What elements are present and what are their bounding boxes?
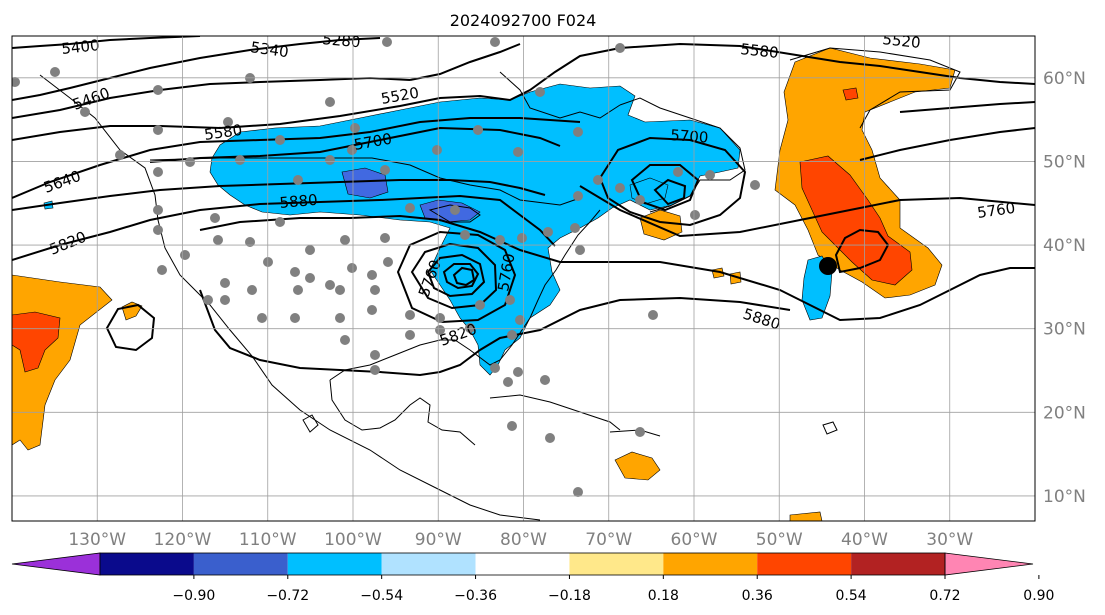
contour-5760-east	[579, 185, 1035, 238]
contour-5460	[12, 37, 381, 101]
azores-ring	[822, 421, 838, 435]
longitude-label: 120°W	[154, 530, 212, 550]
contour-label: 5340	[249, 38, 289, 61]
us-canada-border	[149, 157, 581, 206]
colorbar-swatch	[100, 553, 194, 575]
contour-5820	[12, 194, 556, 261]
contour-east-low-core	[653, 178, 687, 206]
latitude-label: 20°N	[1043, 403, 1086, 423]
colorbar-tick-label: 0.18	[648, 588, 679, 604]
map-gridlines	[12, 36, 1035, 521]
contour-low-ring-1	[396, 230, 517, 324]
labrador-coast	[619, 97, 746, 213]
contour-5640	[12, 117, 581, 199]
contour-azores-loop	[834, 228, 890, 274]
colorbar-swatch	[569, 553, 664, 575]
atlantic-red-spot	[842, 87, 859, 101]
contour-label: 5580	[740, 40, 780, 62]
longitude-label: 70°W	[585, 530, 632, 550]
contour-5400	[12, 36, 201, 49]
contour-label: 5700	[670, 126, 709, 147]
greenland-coast	[789, 47, 961, 129]
longitude-label: 130°W	[68, 530, 126, 550]
colorbar-swatch	[287, 553, 382, 575]
small-atlantic-orange-3	[789, 511, 823, 521]
latitude-label: 30°N	[1043, 320, 1086, 340]
contour-label: 5400	[61, 36, 101, 58]
contour-label: 5760	[976, 199, 1016, 222]
contour-low-ring-2	[410, 242, 498, 310]
plains-dark-blue-field	[341, 167, 389, 199]
latitude-label: 40°N	[1043, 236, 1086, 256]
colorbar-swatch	[663, 553, 758, 575]
observation-dots	[12, 37, 760, 497]
colorbar-tick-label: −0.90	[172, 588, 215, 604]
longitude-label: 90°W	[415, 530, 462, 550]
latitude-labels: 10°N 20°N 30°N 40°N 50°N 60°N	[1043, 69, 1086, 507]
colorbar-swatch	[757, 553, 852, 575]
colorbar-tick-label: 0.54	[836, 588, 867, 604]
small-island-ring	[302, 414, 319, 433]
colorbar	[11, 552, 1034, 576]
colorbar-swatch	[851, 553, 945, 575]
black-dot-marker	[819, 257, 837, 275]
colorbar-tick-label: −0.36	[454, 588, 497, 604]
coastlines-and-borders	[39, 47, 961, 521]
contour-5880	[199, 214, 1035, 322]
colorbar-tick-label: −0.54	[360, 588, 403, 604]
latitude-label: 10°N	[1043, 487, 1086, 507]
mexico-yucatan	[329, 379, 476, 446]
figure-title: 2024092700 F024	[450, 11, 597, 30]
latitude-label: 50°N	[1043, 152, 1086, 172]
contour-south-loop	[199, 289, 791, 377]
colorbar-tick-label: −0.18	[548, 588, 591, 604]
contour-label: 5520	[882, 30, 922, 52]
colorbar-swatch	[381, 553, 476, 575]
contour-east-low-outer	[598, 136, 747, 227]
colorbar-tick-labels: −0.90 −0.72 −0.54 −0.36 −0.18 0.18 0.36 0.54 0.7…	[172, 575, 1054, 604]
longitude-label: 110°W	[239, 530, 297, 550]
longitude-label: 30°W	[926, 530, 973, 550]
colorbar-tick-label: 0.72	[929, 588, 960, 604]
contour-low-ring-3	[426, 253, 486, 298]
north-america-west-coast	[39, 74, 541, 521]
contour-label: 5280	[322, 30, 362, 51]
longitude-label: 60°W	[671, 530, 718, 550]
map-frame	[11, 35, 1036, 522]
longitude-label: 40°W	[841, 530, 888, 550]
longitude-label: 100°W	[324, 530, 382, 550]
longitude-label: 50°W	[756, 530, 803, 550]
contour-pacific-high	[105, 303, 156, 352]
colorbar-swatch	[475, 553, 570, 575]
colorbar-high-extension	[944, 552, 1034, 576]
atlantic-orange-field	[774, 47, 956, 299]
contour-5640-east	[899, 101, 1035, 113]
contour-low-ring-5	[452, 266, 476, 287]
colorbar-tick-label: 0.36	[742, 588, 773, 604]
contour-label: 5880	[279, 191, 319, 212]
contour-5520-mid	[409, 43, 521, 81]
contour-5760	[12, 179, 546, 211]
cuba	[489, 394, 621, 431]
colorbar-low-extension	[11, 552, 101, 576]
contour-label: 5580	[203, 121, 243, 144]
longitude-labels: 130°W 120°W 110°W 100°W 90°W 80°W 70°W 60°W 50°W…	[68, 530, 973, 550]
colorbar-swatch	[193, 553, 288, 575]
colorbar-outline	[99, 552, 946, 576]
contour-5700	[149, 126, 561, 163]
gulf-coast	[329, 209, 601, 381]
west-pacific-red-field	[12, 311, 61, 373]
colorbar-tick-label: −0.72	[266, 588, 309, 604]
hudson-bay	[499, 71, 621, 119]
latitude-label: 60°N	[1043, 69, 1086, 89]
colorbar-tick-label: 0.90	[1023, 588, 1054, 604]
caribbean-orange-field	[614, 451, 661, 481]
longitude-label: 80°W	[500, 530, 547, 550]
contour-5580	[12, 42, 1035, 141]
